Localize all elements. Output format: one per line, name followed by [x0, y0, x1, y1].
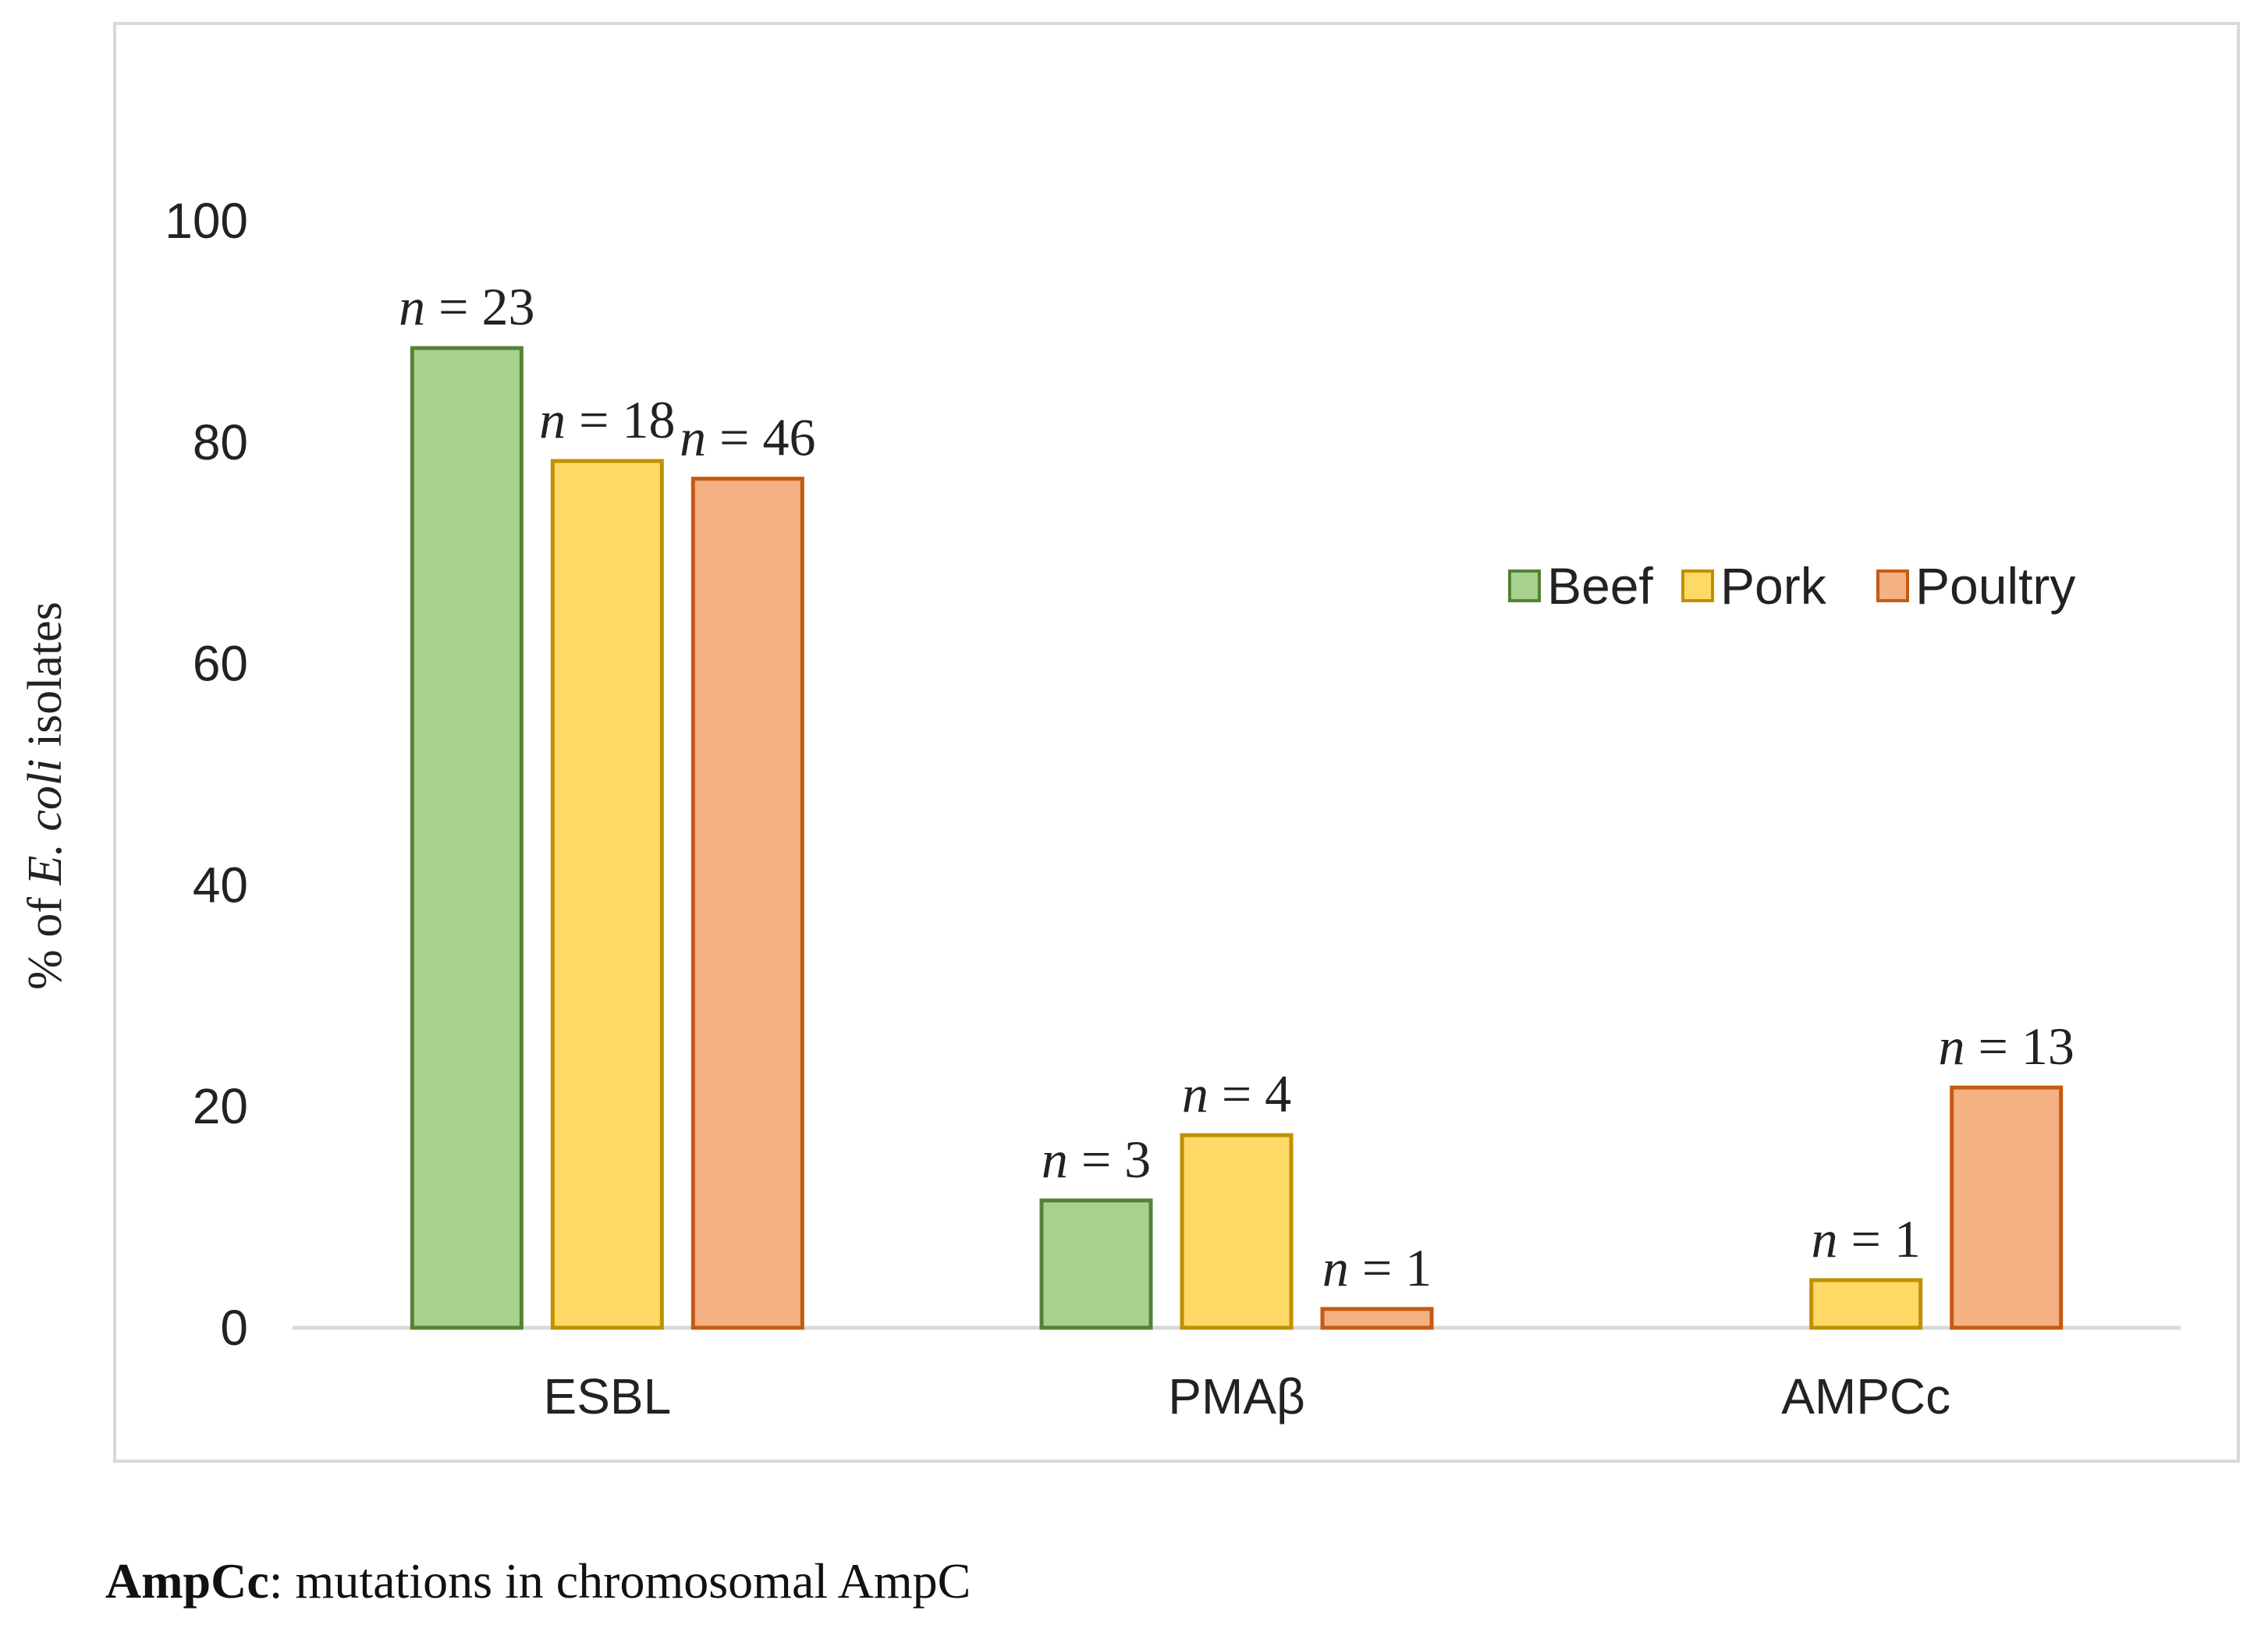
category-label-2: AMPCc	[1781, 1368, 1950, 1424]
y-axis-ticks: 0 20 40 60 80 100	[165, 193, 248, 1356]
legend-label-beef: Beef	[1547, 557, 1653, 615]
y-tick-label-0: 0	[220, 1300, 248, 1356]
data-label-beef-1: n = 3	[1042, 1130, 1151, 1189]
data-label-pork-0: n = 18	[539, 390, 675, 449]
bar-chart: % of E. coli isolates 0 20 40 60 80 100 n = 2…	[19, 193, 2181, 1424]
y-tick-label-40: 40	[193, 857, 248, 913]
data-label-pork-1: n = 4	[1182, 1064, 1291, 1123]
legend-swatch-pork	[1681, 569, 1714, 602]
y-axis-title-prefix: % of	[19, 885, 72, 990]
bar-poultry-0	[690, 477, 804, 1330]
bar-poultry-1	[1320, 1307, 1434, 1330]
legend-label-pork: Pork	[1720, 557, 1827, 615]
category-labels: ESBL PMAβ AMPCc	[544, 1368, 1951, 1424]
bar-pork-2	[1809, 1278, 1923, 1330]
y-tick-label-20: 20	[193, 1078, 248, 1134]
data-labels-group: n = 23n = 18 n = 46 n = 3 n = 4 n = 1 n = 1 n …	[399, 277, 2075, 1297]
data-label-pork-2: n = 1	[1811, 1209, 1920, 1268]
y-axis-title-italic: E. coli	[19, 759, 72, 886]
data-label-poultry-2: n = 13	[1938, 1016, 2074, 1076]
legend-label-poultry: Poultry	[1915, 557, 2075, 615]
bar-beef-0	[410, 346, 524, 1330]
legend-swatch-beef	[1508, 569, 1541, 602]
data-label-poultry-1: n = 1	[1322, 1238, 1432, 1297]
bar-poultry-2	[1950, 1085, 2064, 1330]
footnote: AmpCc: mutations in chromosomal AmpC	[105, 1552, 971, 1610]
y-axis-title-suffix: isolates	[19, 601, 72, 758]
bars-group	[410, 346, 2064, 1330]
category-label-0: ESBL	[544, 1368, 672, 1424]
footnote-term: AmpCc	[105, 1553, 269, 1609]
y-tick-label-60: 60	[193, 636, 248, 692]
legend: Beef Pork Poultry	[1508, 557, 2075, 615]
y-axis-title: % of E. coli isolates	[19, 601, 72, 990]
y-tick-label-100: 100	[165, 193, 248, 249]
bar-pork-1	[1180, 1133, 1294, 1330]
footnote-text: : mutations in chromosomal AmpC	[268, 1553, 971, 1609]
data-label-beef-0: n = 23	[399, 277, 534, 336]
data-label-poultry-0: n = 46	[680, 408, 815, 467]
bar-beef-1	[1039, 1198, 1153, 1330]
bar-pork-0	[550, 459, 664, 1330]
y-tick-label-80: 80	[193, 414, 248, 470]
legend-swatch-poultry	[1876, 569, 1909, 602]
category-label-1: PMAβ	[1168, 1368, 1305, 1424]
svg-text:% of E. coli isolates: % of E. coli isolates	[19, 601, 72, 990]
